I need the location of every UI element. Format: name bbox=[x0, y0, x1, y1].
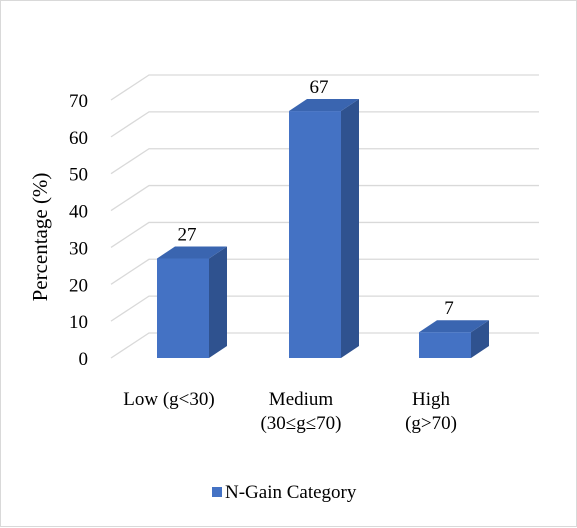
gridline bbox=[110, 74, 539, 101]
data-label: 67 bbox=[310, 77, 329, 98]
bars bbox=[157, 99, 489, 359]
bar-side bbox=[471, 320, 489, 358]
y-tick-label: 30 bbox=[69, 238, 88, 259]
bar-side bbox=[209, 246, 227, 358]
bar-front bbox=[157, 258, 209, 358]
gridline bbox=[110, 332, 539, 359]
x-category-line: Low (g<30) bbox=[123, 389, 214, 410]
bar bbox=[419, 320, 489, 358]
data-label: 27 bbox=[178, 224, 197, 245]
x-category-label: Medium (30≤g≤70) bbox=[260, 389, 341, 434]
gridline bbox=[110, 111, 539, 138]
x-category-line: (g>70) bbox=[405, 413, 457, 434]
data-labels: 27 67 7 bbox=[178, 77, 454, 319]
y-tick-label: 10 bbox=[69, 312, 88, 333]
bar bbox=[289, 99, 359, 359]
gridline bbox=[110, 148, 539, 175]
gridlines bbox=[110, 74, 539, 359]
y-tick-label: 20 bbox=[69, 275, 88, 296]
x-category-line: (30≤g≤70) bbox=[260, 413, 341, 434]
bar-top bbox=[419, 320, 489, 333]
legend: N-Gain Category bbox=[212, 482, 357, 503]
x-category-label: High (g>70) bbox=[405, 389, 457, 434]
y-axis-ticks: 0 10 20 30 40 50 60 70 bbox=[69, 91, 88, 370]
x-axis-categories: Low (g<30) Medium (30≤g≤70) High (g>70) bbox=[123, 389, 457, 434]
x-category-label: Low (g<30) bbox=[123, 389, 214, 410]
y-axis-label: Percentage (%) bbox=[28, 173, 52, 302]
y-tick-label: 40 bbox=[69, 202, 88, 223]
gridline bbox=[110, 295, 539, 322]
bar-top bbox=[157, 246, 227, 259]
bar-side bbox=[341, 99, 359, 359]
legend-label: N-Gain Category bbox=[225, 482, 357, 503]
y-tick-label: 0 bbox=[79, 349, 89, 370]
gridline bbox=[110, 221, 539, 248]
bar-front bbox=[419, 332, 471, 358]
y-tick-label: 70 bbox=[69, 91, 88, 112]
gridline bbox=[110, 184, 539, 212]
bar bbox=[157, 246, 227, 358]
y-tick-label: 50 bbox=[69, 165, 88, 186]
y-tick-label: 60 bbox=[69, 128, 88, 149]
bar-top bbox=[289, 99, 359, 112]
bar-front bbox=[289, 111, 341, 358]
gridline bbox=[110, 258, 539, 285]
x-category-line: High bbox=[412, 389, 451, 410]
data-label: 7 bbox=[444, 298, 454, 319]
x-category-line: Medium bbox=[269, 389, 334, 410]
legend-swatch bbox=[212, 487, 222, 497]
